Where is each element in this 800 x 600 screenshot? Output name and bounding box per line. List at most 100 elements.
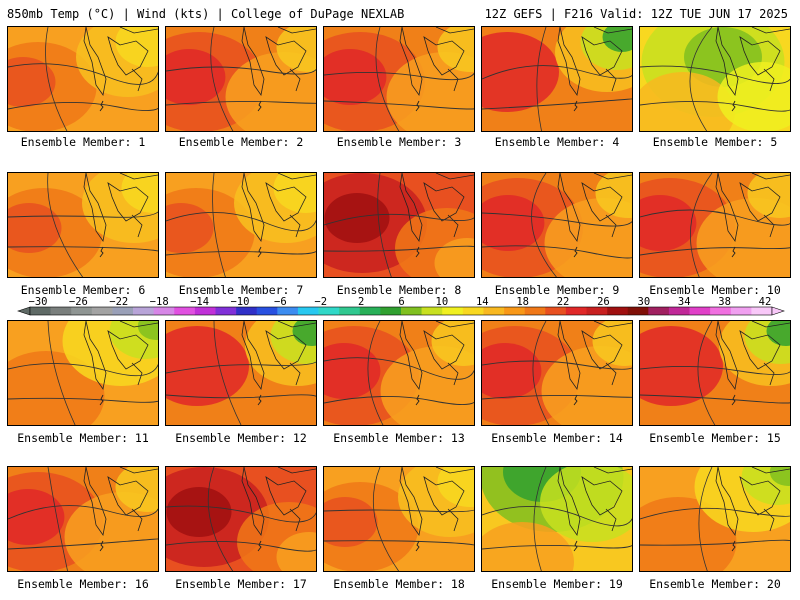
- colorbar-segment: [483, 307, 505, 315]
- map-panel-12: [165, 320, 317, 426]
- colorbar-segment: [751, 307, 773, 315]
- temperature-map: [166, 321, 316, 425]
- temperature-map: [8, 467, 158, 571]
- member-label: Ensemble Member: 17: [175, 577, 307, 591]
- colorbar-segment: [339, 307, 361, 315]
- member-label: Ensemble Member: 2: [178, 135, 304, 149]
- member-label: Ensemble Member: 16: [17, 577, 149, 591]
- map-panel-5: [639, 26, 791, 132]
- temperature-map: [166, 467, 316, 571]
- colorbar-segment: [215, 307, 237, 315]
- colorbar-segment: [668, 307, 690, 315]
- colorbar-tick-label: 26: [597, 296, 610, 308]
- map-panel-6: [7, 172, 159, 278]
- colorbar-tick-label: 42: [758, 296, 772, 308]
- colorbar-segment: [194, 307, 216, 315]
- temperature-map: [640, 321, 790, 425]
- temperature-map: [482, 467, 632, 571]
- colorbar-arrow-right: [771, 306, 785, 316]
- colorbar-tick-label: 14: [475, 296, 489, 308]
- member-label: Ensemble Member: 14: [491, 431, 623, 445]
- member-label: Ensemble Member: 20: [649, 577, 781, 591]
- member-label: Ensemble Member: 18: [333, 577, 465, 591]
- map-panel-10: [639, 172, 791, 278]
- colorbar-tick-label: −6: [274, 296, 287, 308]
- colorbar-segment: [153, 307, 175, 315]
- colorbar-segment: [627, 307, 649, 315]
- colorbar-segment: [730, 307, 752, 315]
- colorbar-tick-label: 22: [556, 296, 570, 308]
- colorbar-segment: [91, 307, 113, 315]
- colorbar-tick-label: 2: [357, 296, 365, 308]
- member-label: Ensemble Member: 3: [336, 135, 462, 149]
- member-label: Ensemble Member: 15: [649, 431, 781, 445]
- temperature-map: [324, 27, 474, 131]
- colorbar-tick-label: −10: [230, 296, 250, 308]
- colorbar: −30 −26 −22 −18 −14 −10 −6 −2 2 6 10 14 18 22 26 30 34 38…: [0, 296, 800, 320]
- map-panel-1: [7, 26, 159, 132]
- member-label: Ensemble Member: 19: [491, 577, 623, 591]
- temperature-map: [482, 321, 632, 425]
- member-label: Ensemble Member: 5: [652, 135, 778, 149]
- map-panel-16: [7, 466, 159, 572]
- colorbar-tick-label: −22: [109, 296, 129, 308]
- colorbar-segment: [545, 307, 567, 315]
- colorbar-tick-label: −26: [68, 296, 88, 308]
- colorbar-segment: [524, 307, 546, 315]
- temperature-map: [640, 173, 790, 277]
- colorbar-segment: [421, 307, 443, 315]
- colorbar-segment: [30, 307, 51, 315]
- colorbar-tick-label: 30: [637, 296, 651, 308]
- colorbar-segment: [50, 307, 72, 315]
- map-panel-4: [481, 26, 633, 132]
- temperature-map: [166, 173, 316, 277]
- colorbar-tick-label: −18: [149, 296, 169, 308]
- map-panel-11: [7, 320, 159, 426]
- map-panel-15: [639, 320, 791, 426]
- colorbar-segment: [277, 307, 299, 315]
- colorbar-segment: [462, 307, 484, 315]
- member-label: Ensemble Member: 11: [17, 431, 149, 445]
- colorbar-segment: [318, 307, 340, 315]
- map-panel-2: [165, 26, 317, 132]
- colorbar-tick-label: 10: [435, 296, 449, 308]
- header: 850mb Temp (°C) | Wind (kts) | College o…: [0, 0, 800, 24]
- map-panel-18: [323, 466, 475, 572]
- colorbar-tick-label: −2: [314, 296, 328, 308]
- member-label: Ensemble Member: 13: [333, 431, 465, 445]
- temperature-map: [324, 321, 474, 425]
- member-label: Ensemble Member: 1: [20, 135, 146, 149]
- map-panel-13: [323, 320, 475, 426]
- colorbar-tick-label: 34: [677, 296, 691, 308]
- member-label: Ensemble Member: 6: [20, 283, 146, 297]
- temperature-map: [640, 467, 790, 571]
- colorbar-tick-label: 18: [516, 296, 529, 308]
- colorbar-strip: [17, 306, 785, 316]
- colorbar-segment: [689, 307, 711, 315]
- colorbar-segment: [297, 307, 319, 315]
- member-label: Ensemble Member: 8: [336, 283, 462, 297]
- colorbar-tick-label: −30: [28, 296, 48, 308]
- colorbar-segment: [648, 307, 670, 315]
- member-label: Ensemble Member: 7: [178, 283, 304, 297]
- colorbar-tick-label: 6: [398, 296, 405, 308]
- map-panel-9: [481, 172, 633, 278]
- temperature-map: [324, 467, 474, 571]
- colorbar-tick-label: −14: [190, 296, 210, 308]
- colorbar-segment: [586, 307, 608, 315]
- member-label: Ensemble Member: 12: [175, 431, 307, 445]
- member-label: Ensemble Member: 10: [649, 283, 781, 297]
- colorbar-segment: [442, 307, 464, 315]
- member-label: Ensemble Member: 9: [494, 283, 620, 297]
- member-label: Ensemble Member: 4: [494, 135, 620, 149]
- colorbar-segment: [401, 307, 422, 315]
- colorbar-segment: [380, 307, 402, 315]
- map-panel-17: [165, 466, 317, 572]
- colorbar-segment: [710, 307, 732, 315]
- temperature-map: [324, 173, 474, 277]
- temperature-map: [166, 27, 316, 131]
- colorbar-segment: [112, 307, 134, 315]
- colorbar-segment: [607, 307, 629, 315]
- colorbar-segment: [71, 307, 93, 315]
- temperature-map: [8, 173, 158, 277]
